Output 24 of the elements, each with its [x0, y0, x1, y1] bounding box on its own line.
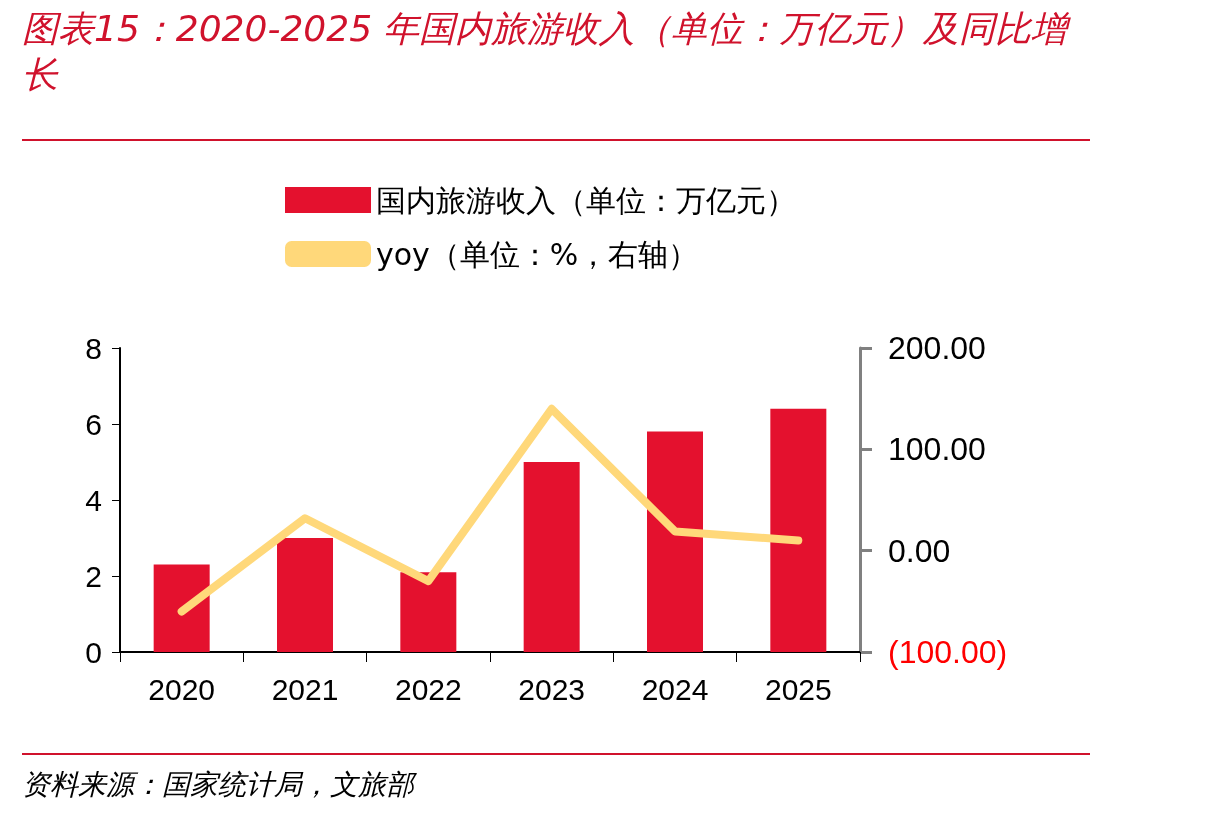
y2-tick-label: 100.00 [888, 431, 986, 468]
y-tick-label: 2 [85, 559, 102, 593]
legend-label: yoy（单位：%，右轴） [376, 236, 699, 272]
y-tick-label: 6 [85, 407, 102, 441]
legend-label: 国内旅游收入（单位：万亿元） [376, 182, 796, 218]
bar [277, 538, 333, 652]
x-tick-label: 2024 [641, 672, 709, 706]
y2-tick-label: 200.00 [888, 330, 986, 366]
x-tick-label: 2023 [518, 672, 586, 706]
bar [770, 408, 827, 652]
bar [523, 462, 580, 652]
bar [647, 431, 703, 652]
y-tick-label: 8 [85, 331, 102, 365]
x-tick-label: 2025 [764, 672, 832, 706]
x-tick-label: 2021 [271, 672, 339, 706]
x-tick-label: 2022 [394, 672, 462, 706]
bar [153, 564, 210, 652]
y2-tick-label: 0.00 [888, 532, 951, 569]
y-tick-label: 0 [85, 635, 102, 669]
x-tick-label: 2020 [148, 672, 216, 706]
chart-title: 图表15：2020-2025 年国内旅游收入（单位：万亿元）及同比增长 [22, 7, 1072, 97]
y2-tick-label: (100.00) [888, 634, 1008, 670]
bar [400, 572, 457, 652]
y-tick-label: 4 [85, 483, 102, 517]
